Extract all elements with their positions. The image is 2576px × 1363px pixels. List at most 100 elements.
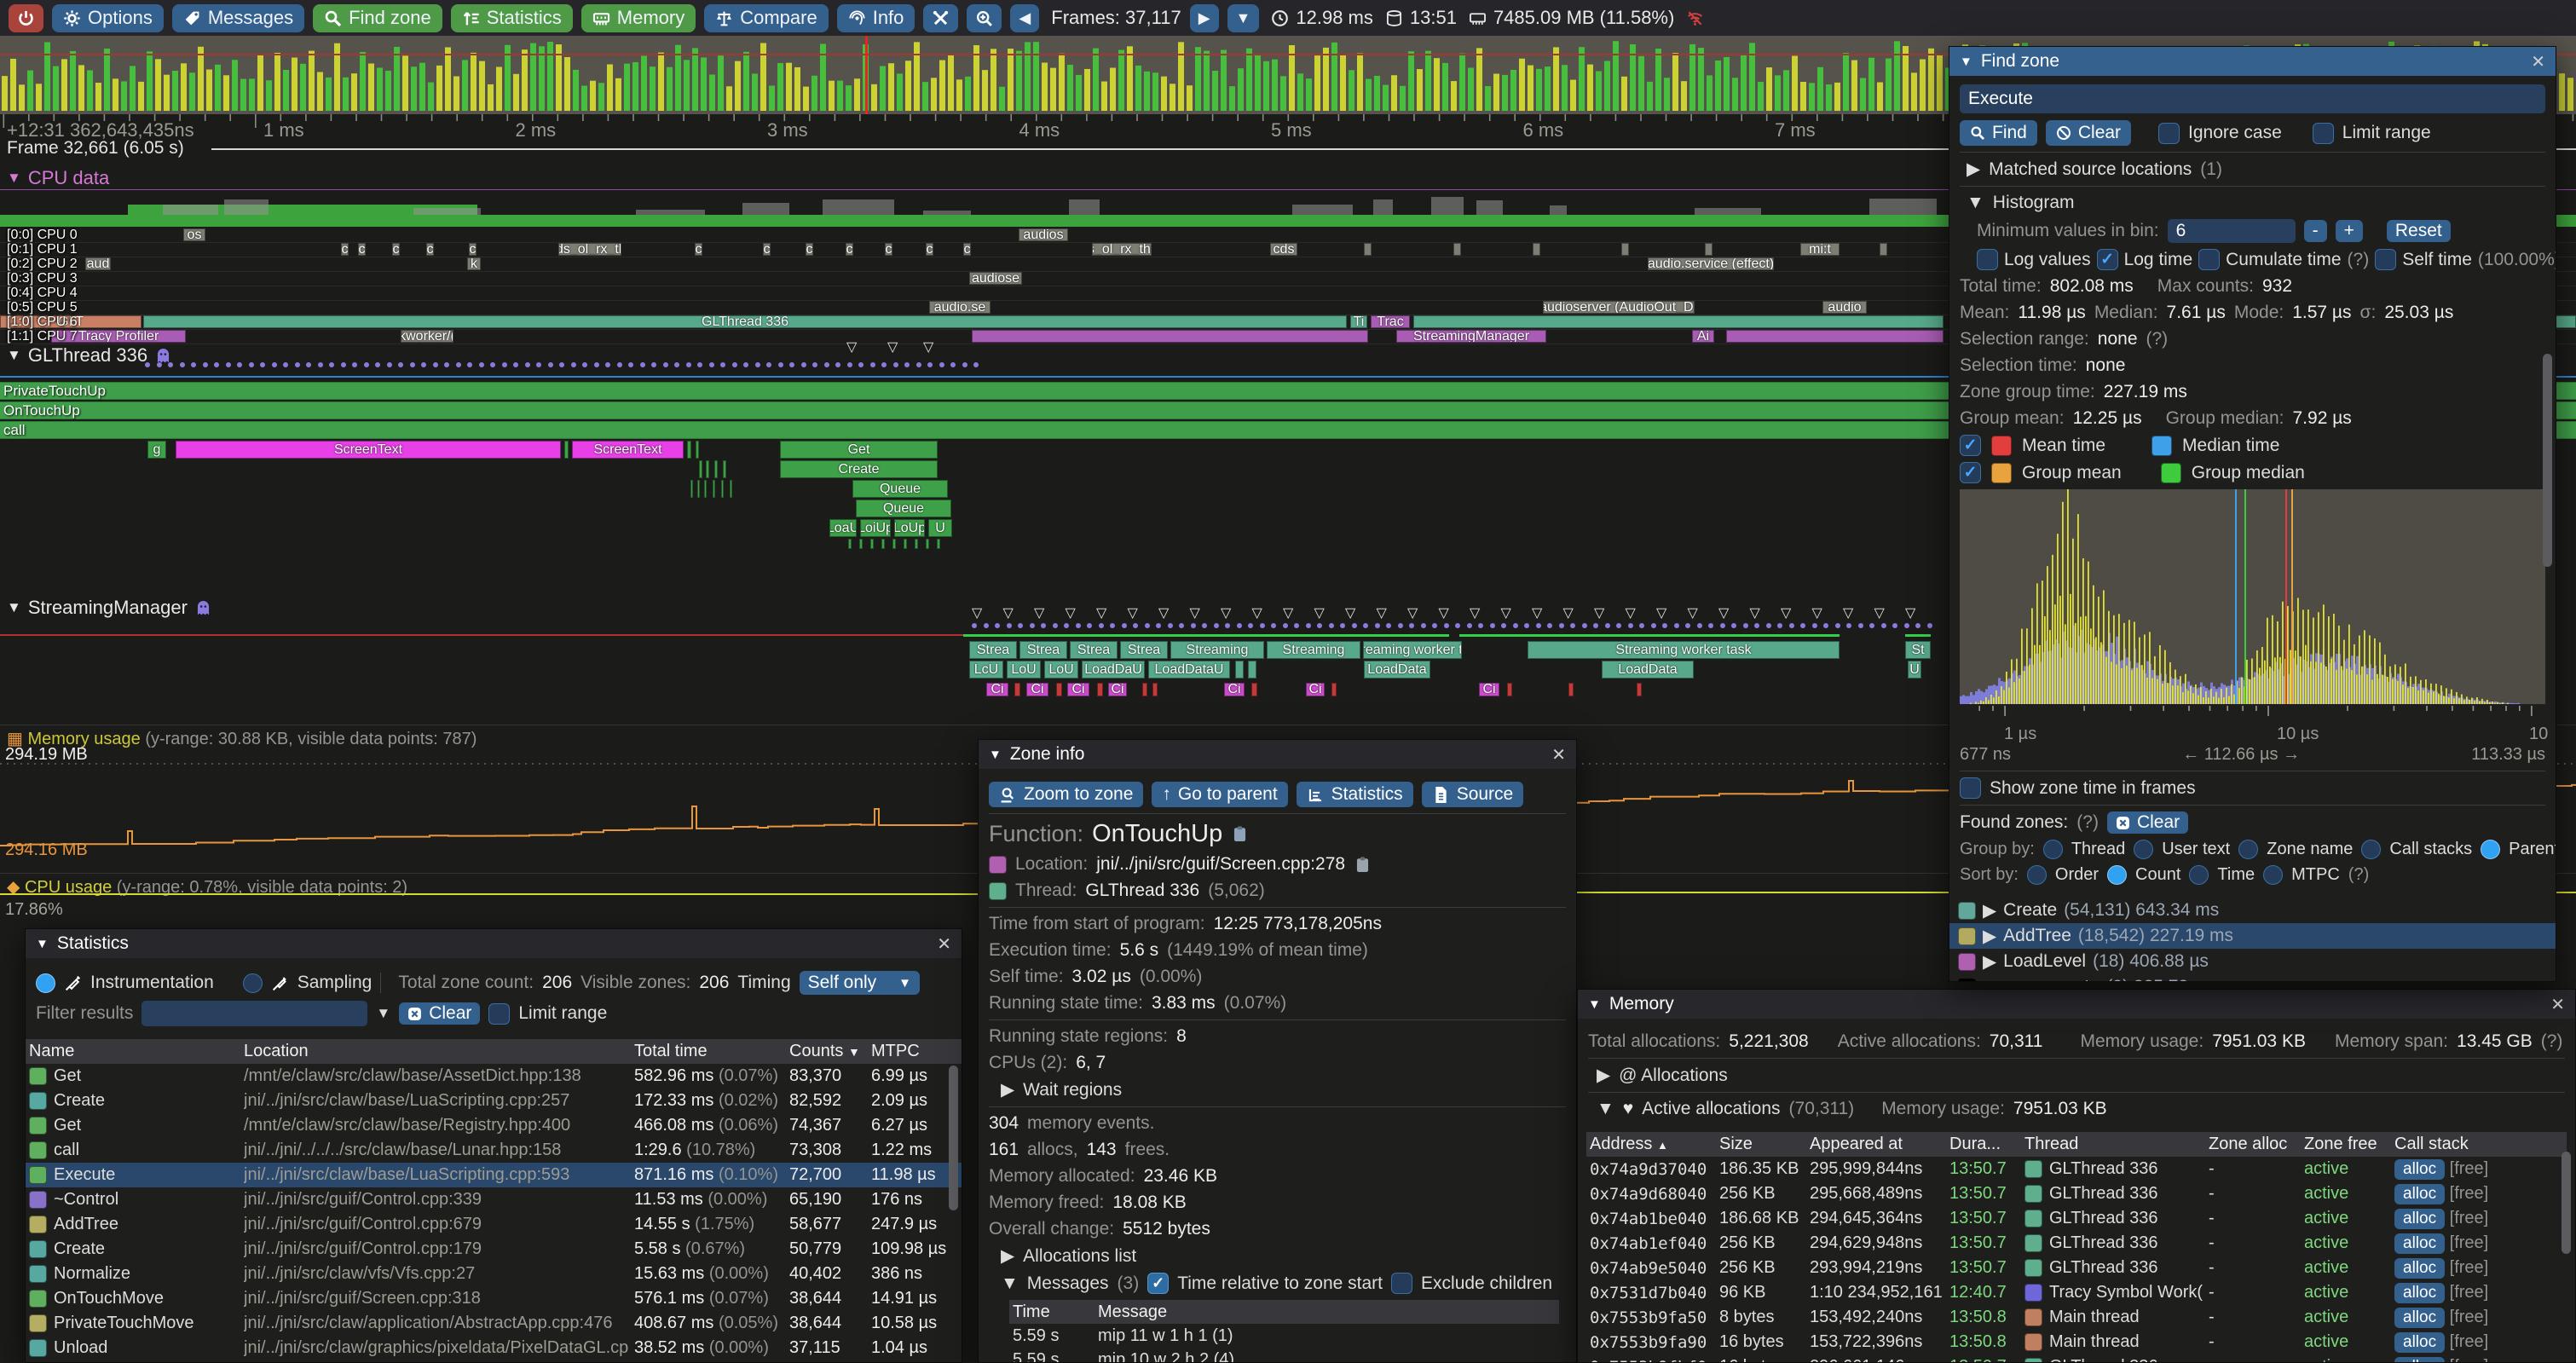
clear-found-button[interactable]: Clear xyxy=(2106,811,2189,834)
message-dot[interactable] xyxy=(248,362,254,367)
message-dot[interactable] xyxy=(593,362,599,367)
group-by-user-text-radio[interactable] xyxy=(2134,840,2154,859)
table-row[interactable]: Create jni/../jni/src/guif/Control.cpp:17… xyxy=(26,1237,962,1262)
timeline-zone[interactable] xyxy=(1235,661,1244,679)
message-dot[interactable] xyxy=(1282,623,1288,628)
expand-icon[interactable]: ▶ xyxy=(1597,1066,1611,1085)
timeline-zone[interactable]: LoadData xyxy=(1602,661,1694,679)
timeline-zone[interactable] xyxy=(904,539,907,549)
timeline-zone[interactable]: Strea xyxy=(1019,641,1067,659)
timeline-zone[interactable]: c xyxy=(763,243,771,256)
timeline-zone[interactable]: Streaming xyxy=(1170,641,1264,659)
active-allocations-section[interactable]: Active allocations xyxy=(1642,1099,1781,1118)
table-row[interactable]: Create jni/../jni/src/claw/base/LuaScript… xyxy=(26,1089,962,1113)
sort-by-time-radio[interactable] xyxy=(2189,865,2209,885)
go-to-parent-button[interactable]: ↑ Go to parent xyxy=(1152,782,1288,807)
table-row[interactable]: 0x74ab1be040 186.68 KB 294,645,364ns 13:50.… xyxy=(1590,1208,2489,1229)
message-dot[interactable] xyxy=(1432,623,1437,628)
frame-marker-icon[interactable]: ▽ xyxy=(923,340,934,355)
message-dot[interactable] xyxy=(800,362,806,367)
timeline-zone[interactable] xyxy=(713,480,715,498)
frame-marker-icon[interactable]: ▽ xyxy=(1532,606,1543,621)
message-dot[interactable] xyxy=(1524,623,1529,628)
message-dot[interactable] xyxy=(260,362,265,367)
thread-zone-bar[interactable]: PrivateTouchUp xyxy=(0,382,2576,400)
show-zone-time-checkbox[interactable] xyxy=(1960,777,1981,799)
message-dot[interactable] xyxy=(697,362,702,367)
message-dot[interactable] xyxy=(1466,623,1472,628)
timeline-zone[interactable] xyxy=(915,539,918,549)
timeline-zone[interactable] xyxy=(1097,683,1103,696)
collapse-icon[interactable]: ▼ xyxy=(1967,193,1984,212)
message-dot[interactable] xyxy=(1064,623,1069,628)
cpu-data-header[interactable]: ▼ CPU data xyxy=(7,167,110,188)
message-dot[interactable] xyxy=(1811,623,1817,628)
message-dot[interactable] xyxy=(1708,623,1713,628)
frame-marker-icon[interactable]: ▽ xyxy=(1470,606,1481,621)
message-dot[interactable] xyxy=(1742,623,1748,628)
frame-marker-icon[interactable]: ▽ xyxy=(1251,606,1262,621)
message-dot[interactable] xyxy=(1041,623,1046,628)
message-dot[interactable] xyxy=(1719,623,1725,628)
messages-button[interactable]: Messages xyxy=(171,3,305,32)
allocations-list[interactable]: Allocations list xyxy=(1023,1245,1137,1266)
timeline-zone[interactable]: Create xyxy=(780,460,938,478)
timeline-zone[interactable]: ScreenText xyxy=(572,441,684,459)
message-dot[interactable] xyxy=(1317,623,1322,628)
timeline-zone[interactable]: c xyxy=(806,243,813,256)
timeline-zone[interactable]: U xyxy=(1908,661,1921,679)
message-dot[interactable] xyxy=(1489,623,1495,628)
timeline-zone[interactable]: os xyxy=(183,228,205,241)
message-dot[interactable] xyxy=(962,362,967,367)
table-row[interactable]: Execute jni/../jni/src/claw/base/LuaScrip… xyxy=(26,1163,962,1187)
message-dot[interactable] xyxy=(1501,623,1506,628)
message-dot[interactable] xyxy=(995,623,1000,628)
message-dot[interactable] xyxy=(1581,623,1587,628)
zone-time-histogram[interactable] xyxy=(1960,489,2545,725)
timeline-zone[interactable] xyxy=(892,539,896,549)
timeline-zone[interactable]: GLThread 336 xyxy=(143,315,1347,328)
timeline-zone[interactable] xyxy=(1142,683,1147,696)
message-dot[interactable] xyxy=(892,362,898,367)
message-dot[interactable] xyxy=(881,362,887,367)
table-row[interactable]: PrivateTouchMove jni/../jni/src/claw/appl… xyxy=(26,1311,962,1336)
table-row[interactable]: Normalize jni/../jni/src/claw/vfs/Vfs.cpp… xyxy=(26,1262,962,1286)
table-row[interactable]: 0x7531d7b040 96 KB 1:10 234,952,161 12:40.7… xyxy=(1590,1282,2489,1303)
message-dot[interactable] xyxy=(168,362,173,367)
message-row[interactable]: 5.59 s mip 10 w 2 h 2 (4) xyxy=(1013,1349,1235,1363)
frame-marker-icon[interactable]: ▽ xyxy=(1065,606,1076,621)
message-dot[interactable] xyxy=(1006,623,1012,628)
message-dot[interactable] xyxy=(363,362,369,367)
message-dot[interactable] xyxy=(1305,623,1311,628)
frame-marker-icon[interactable]: ▽ xyxy=(1905,606,1916,621)
timeline-zone[interactable]: c xyxy=(846,243,853,256)
timeline-zone[interactable] xyxy=(937,539,940,549)
help-hint[interactable]: (?) xyxy=(2347,249,2370,269)
message-dot[interactable] xyxy=(1558,623,1564,628)
message-dot[interactable] xyxy=(1455,623,1460,628)
frame-marker-icon[interactable]: ▽ xyxy=(1096,606,1107,621)
message-dot[interactable] xyxy=(1179,623,1184,628)
message-dot[interactable] xyxy=(1443,623,1449,628)
message-dot[interactable] xyxy=(444,362,449,367)
goto-frame-button[interactable]: ▼ xyxy=(1227,3,1260,32)
message-dot[interactable] xyxy=(1593,623,1598,628)
message-dot[interactable] xyxy=(271,362,277,367)
table-row[interactable]: AddTree jni/../jni/src/guif/Control.cpp:6… xyxy=(26,1212,962,1237)
timeline-zone[interactable]: Ti xyxy=(1350,315,1367,328)
message-dot[interactable] xyxy=(214,362,219,367)
message-dot[interactable] xyxy=(651,362,656,367)
timeline-zone[interactable]: Ci xyxy=(1108,683,1127,696)
table-row[interactable]: 0x74ab9e5040 256 KB 293,994,219ns 13:50.7 GL… xyxy=(1590,1257,2489,1279)
message-dot[interactable] xyxy=(605,362,610,367)
timeline-zone[interactable]: c xyxy=(695,243,702,256)
timeline-zone[interactable] xyxy=(1533,243,1540,256)
timeline-zone[interactable] xyxy=(1705,243,1713,256)
message-dot[interactable] xyxy=(352,362,357,367)
message-dot[interactable] xyxy=(823,362,829,367)
table-row[interactable]: 0x74a9d68040 256 KB 295,668,489ns 13:50.7 GL… xyxy=(1590,1183,2489,1204)
timeline-zone[interactable]: Ai xyxy=(1692,330,1714,343)
timeline-zone[interactable]: Get xyxy=(780,441,938,459)
table-row[interactable]: Unload jni/../jni/src/claw/graphics/pixel… xyxy=(26,1336,962,1360)
timeline-zone[interactable] xyxy=(706,460,709,478)
